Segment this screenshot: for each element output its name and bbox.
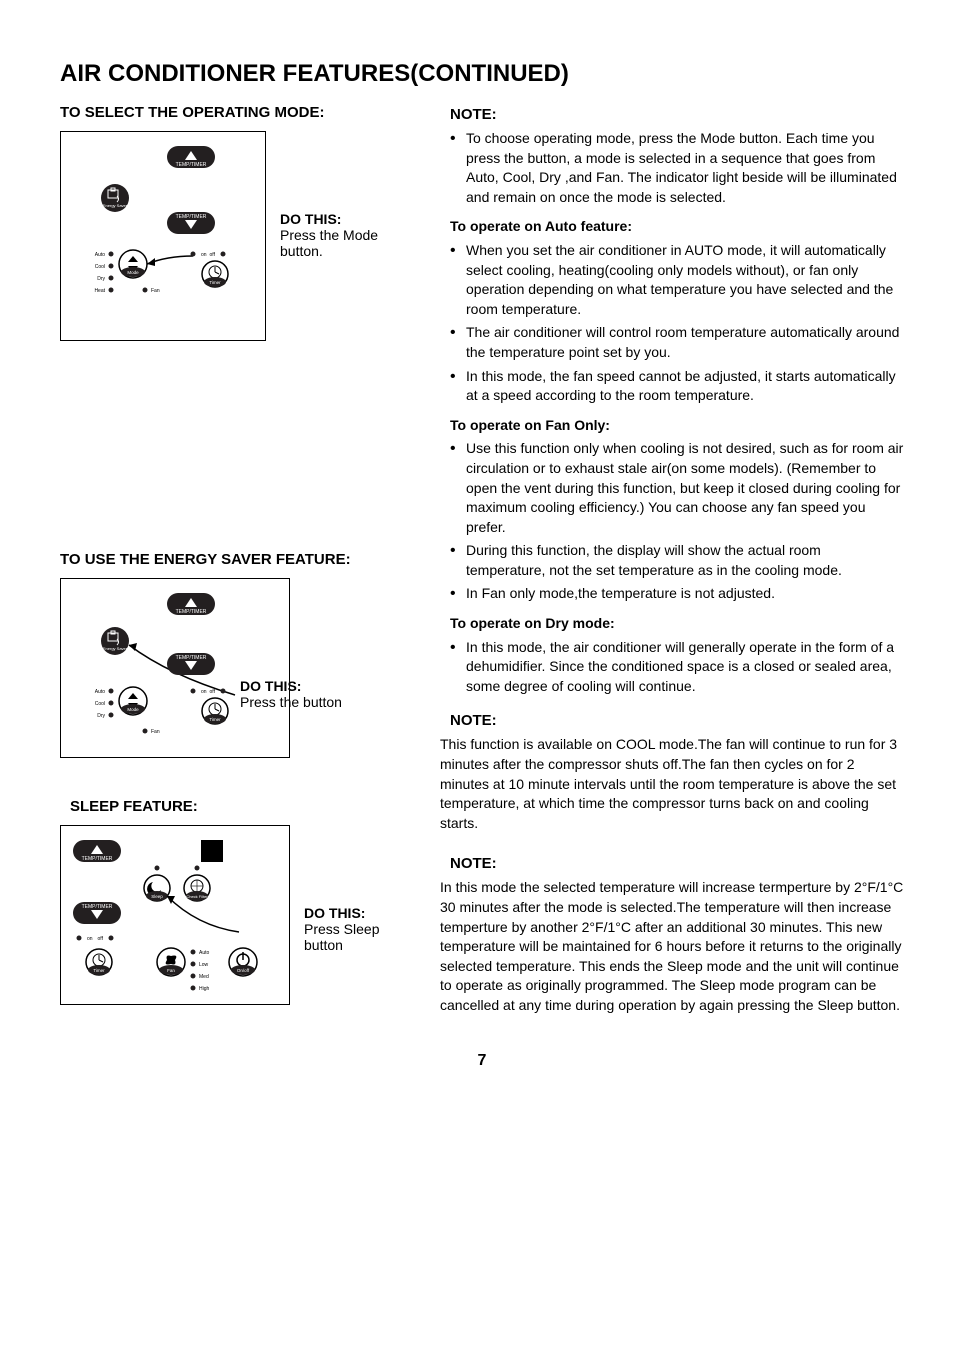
svg-text:TEMP/TIMER: TEMP/TIMER (176, 162, 207, 168)
dry-bullet-0: In this mode, the air conditioner will g… (450, 638, 904, 697)
svg-text:Check Filter: Check Filter (186, 894, 208, 899)
remote-diagram-2: TEMP/TIMER Energy Saver TEMP/TIMER (75, 593, 275, 743)
svg-text:Dry: Dry (97, 713, 105, 719)
svg-text:off: off (98, 936, 104, 942)
do-this-1-body: Press the Mode button. (280, 227, 410, 259)
svg-text:Timer: Timer (209, 280, 221, 285)
do-this-1-title: DO THIS: (280, 211, 410, 227)
svg-text:Sleep: Sleep (151, 894, 163, 899)
svg-text:Mode: Mode (127, 270, 139, 275)
page-title: AIR CONDITIONER FEATURES(CONTINUED) (60, 60, 904, 88)
svg-text:Fan: Fan (151, 288, 160, 294)
right-column: NOTE: To choose operating mode, press th… (440, 104, 904, 1028)
remote-diagram-1: TEMP/TIMER Energy Saver TEMP/TIMER (75, 146, 255, 326)
svg-text:Fan: Fan (151, 729, 160, 735)
svg-text:TEMP/TIMER: TEMP/TIMER (82, 904, 113, 910)
svg-text:on: on (87, 936, 93, 942)
do-this-2-title: DO THIS: (240, 678, 342, 694)
note1-bullets: To choose operating mode, press the Mode… (440, 129, 904, 207)
do-this-1: DO THIS: Press the Mode button. (280, 211, 410, 259)
svg-text:TEMP/TIMER: TEMP/TIMER (176, 655, 207, 661)
fanonly-bullets: Use this function only when cooling is n… (440, 439, 904, 604)
section3-title: SLEEP FEATURE: (70, 798, 410, 815)
note3-body: In this mode the selected temperature wi… (440, 878, 904, 1015)
note2-body: This function is available on COOL mode.… (440, 735, 904, 833)
do-this-3-body: Press Sleep button (304, 921, 410, 953)
dry-bullets: In this mode, the air conditioner will g… (440, 638, 904, 697)
svg-text:TEMP/TIMER: TEMP/TIMER (176, 609, 207, 615)
svg-text:Cool: Cool (95, 701, 105, 707)
note3-title: NOTE: (450, 853, 904, 874)
fanonly-bullet-0: Use this function only when cooling is n… (450, 439, 904, 537)
left-column: TO SELECT THE OPERATING MODE: TEMP/TIMER… (60, 104, 410, 1028)
dry-title: To operate on Dry mode: (450, 614, 904, 634)
auto-bullets: When you set the air conditioner in AUTO… (440, 241, 904, 406)
do-this-3-title: DO THIS: (304, 905, 410, 921)
svg-text:off: off (210, 689, 216, 695)
content-wrapper: TO SELECT THE OPERATING MODE: TEMP/TIMER… (60, 104, 904, 1028)
auto-bullet-0: When you set the air conditioner in AUTO… (450, 241, 904, 319)
svg-text:TEMP/TIMER: TEMP/TIMER (176, 214, 207, 220)
note1-bullet-0: To choose operating mode, press the Mode… (450, 129, 904, 207)
do-this-3: DO THIS: Press Sleep button (304, 905, 410, 953)
svg-text:Energy Saver: Energy Saver (103, 646, 128, 651)
diagram-mode: TEMP/TIMER Energy Saver TEMP/TIMER (60, 131, 266, 341)
svg-text:off: off (210, 252, 216, 258)
diagram-energy-saver: TEMP/TIMER Energy Saver TEMP/TIMER (60, 578, 290, 758)
svg-text:Cool: Cool (95, 264, 105, 270)
svg-text:Med: Med (199, 974, 209, 980)
page-number: 7 (60, 1052, 904, 1070)
diagram-sleep: TEMP/TIMER Sleep Check Filter (60, 825, 290, 1005)
svg-text:Fan: Fan (167, 968, 175, 973)
do-this-2-body: Press the button (240, 694, 342, 710)
section2-title: TO USE THE ENERGY SAVER FEATURE: (60, 551, 410, 568)
svg-text:Low: Low (199, 962, 209, 968)
section1-title: TO SELECT THE OPERATING MODE: (60, 104, 410, 121)
svg-text:Energy Saver: Energy Saver (103, 203, 128, 208)
fanonly-title: To operate on Fan Only: (450, 416, 904, 436)
auto-bullet-1: The air conditioner will control room te… (450, 323, 904, 362)
svg-text:Mode: Mode (127, 707, 139, 712)
auto-bullet-2: In this mode, the fan speed cannot be ad… (450, 367, 904, 406)
svg-text:Heat: Heat (94, 288, 105, 294)
svg-text:High: High (199, 986, 210, 992)
svg-text:TEMP/TIMER: TEMP/TIMER (82, 856, 113, 862)
svg-text:Dry: Dry (97, 276, 105, 282)
svg-text:Timer: Timer (209, 717, 221, 722)
remote-diagram-3: TEMP/TIMER Sleep Check Filter (71, 836, 281, 996)
svg-text:on: on (201, 689, 207, 695)
svg-text:on: on (201, 252, 207, 258)
note1-title: NOTE: (450, 104, 904, 125)
svg-text:Auto: Auto (95, 252, 106, 258)
do-this-2: DO THIS: Press the button (240, 678, 342, 710)
svg-text:Auto: Auto (199, 950, 210, 956)
auto-title: To operate on Auto feature: (450, 217, 904, 237)
note2-title: NOTE: (450, 710, 904, 731)
fanonly-bullet-2: In Fan only mode,the temperature is not … (450, 584, 904, 604)
svg-text:On/off: On/off (237, 968, 250, 973)
fanonly-bullet-1: During this function, the display will s… (450, 541, 904, 580)
svg-text:Timer: Timer (93, 968, 105, 973)
svg-text:Auto: Auto (95, 689, 106, 695)
